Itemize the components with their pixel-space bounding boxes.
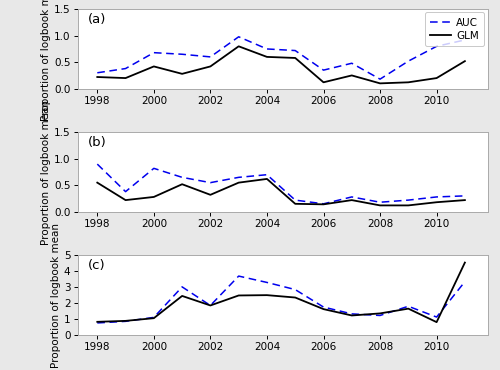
AUC bbox=[320, 68, 326, 73]
AUC bbox=[94, 71, 100, 75]
AUC bbox=[377, 313, 383, 318]
GLM bbox=[434, 320, 440, 324]
GLM bbox=[434, 200, 440, 205]
Text: (b): (b) bbox=[88, 136, 106, 149]
AUC bbox=[406, 198, 411, 202]
GLM bbox=[208, 303, 214, 308]
AUC bbox=[462, 194, 468, 198]
AUC bbox=[349, 312, 355, 316]
GLM bbox=[94, 75, 100, 79]
GLM bbox=[292, 295, 298, 300]
GLM bbox=[151, 64, 157, 69]
AUC bbox=[179, 175, 185, 179]
GLM bbox=[377, 203, 383, 208]
Line: AUC: AUC bbox=[98, 164, 465, 204]
GLM bbox=[122, 198, 128, 202]
GLM bbox=[264, 55, 270, 59]
AUC bbox=[292, 287, 298, 292]
AUC bbox=[236, 274, 242, 278]
GLM bbox=[292, 202, 298, 206]
AUC bbox=[236, 34, 242, 39]
AUC bbox=[292, 198, 298, 202]
AUC bbox=[122, 189, 128, 194]
AUC bbox=[264, 47, 270, 51]
Y-axis label: Proportion of logbook mean: Proportion of logbook mean bbox=[41, 0, 51, 121]
AUC bbox=[377, 77, 383, 81]
AUC bbox=[122, 319, 128, 324]
GLM bbox=[406, 80, 411, 84]
Line: GLM: GLM bbox=[98, 179, 465, 205]
AUC bbox=[151, 166, 157, 171]
AUC bbox=[406, 59, 411, 63]
Line: GLM: GLM bbox=[98, 46, 465, 83]
Legend: AUC, GLM: AUC, GLM bbox=[425, 12, 484, 46]
AUC bbox=[122, 66, 128, 71]
AUC bbox=[208, 303, 214, 308]
GLM bbox=[320, 202, 326, 206]
AUC bbox=[434, 315, 440, 319]
GLM bbox=[179, 294, 185, 298]
Y-axis label: Proportion of logbook mean: Proportion of logbook mean bbox=[51, 223, 61, 368]
GLM bbox=[122, 319, 128, 323]
GLM bbox=[179, 182, 185, 186]
GLM bbox=[434, 76, 440, 80]
AUC bbox=[264, 172, 270, 177]
AUC bbox=[94, 162, 100, 166]
GLM bbox=[292, 56, 298, 60]
GLM bbox=[208, 193, 214, 197]
GLM bbox=[208, 64, 214, 69]
AUC bbox=[179, 285, 185, 289]
GLM bbox=[406, 203, 411, 208]
GLM bbox=[377, 311, 383, 316]
Line: GLM: GLM bbox=[98, 263, 465, 322]
GLM bbox=[236, 44, 242, 48]
GLM bbox=[236, 181, 242, 185]
GLM bbox=[151, 316, 157, 320]
GLM bbox=[94, 320, 100, 324]
AUC bbox=[264, 280, 270, 285]
AUC bbox=[94, 321, 100, 325]
AUC bbox=[236, 175, 242, 179]
Y-axis label: Proportion of logbook mean: Proportion of logbook mean bbox=[41, 100, 51, 245]
AUC bbox=[406, 304, 411, 309]
AUC bbox=[208, 55, 214, 59]
Text: (a): (a) bbox=[88, 13, 106, 26]
GLM bbox=[236, 293, 242, 298]
AUC bbox=[377, 200, 383, 205]
GLM bbox=[264, 177, 270, 181]
Line: AUC: AUC bbox=[98, 276, 465, 323]
GLM bbox=[462, 198, 468, 202]
GLM bbox=[462, 59, 468, 63]
GLM bbox=[179, 72, 185, 76]
Line: AUC: AUC bbox=[98, 37, 465, 79]
AUC bbox=[151, 315, 157, 320]
GLM bbox=[320, 307, 326, 311]
AUC bbox=[320, 202, 326, 206]
AUC bbox=[320, 305, 326, 309]
AUC bbox=[349, 195, 355, 199]
GLM bbox=[349, 198, 355, 202]
GLM bbox=[406, 306, 411, 311]
AUC bbox=[462, 279, 468, 284]
AUC bbox=[151, 50, 157, 55]
AUC bbox=[462, 38, 468, 42]
AUC bbox=[292, 48, 298, 53]
GLM bbox=[377, 81, 383, 85]
GLM bbox=[349, 313, 355, 318]
GLM bbox=[349, 73, 355, 78]
GLM bbox=[151, 195, 157, 199]
GLM bbox=[122, 76, 128, 80]
GLM bbox=[264, 293, 270, 297]
AUC bbox=[434, 195, 440, 199]
AUC bbox=[208, 181, 214, 185]
GLM bbox=[462, 260, 468, 265]
Text: (c): (c) bbox=[88, 259, 106, 272]
AUC bbox=[434, 44, 440, 48]
GLM bbox=[94, 181, 100, 185]
AUC bbox=[179, 52, 185, 57]
AUC bbox=[349, 61, 355, 65]
GLM bbox=[320, 80, 326, 84]
